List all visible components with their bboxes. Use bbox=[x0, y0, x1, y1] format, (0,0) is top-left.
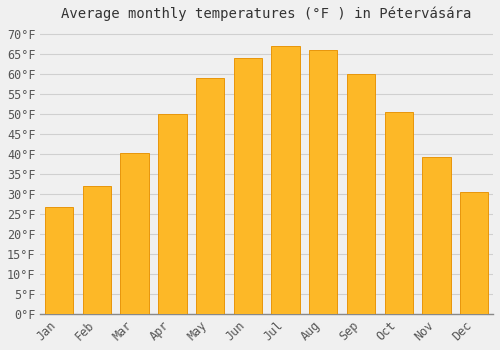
Title: Average monthly temperatures (°F ) in Pétervására: Average monthly temperatures (°F ) in Pé… bbox=[62, 7, 472, 21]
Bar bbox=[45, 207, 74, 314]
Bar bbox=[309, 50, 338, 314]
Bar bbox=[384, 112, 413, 314]
Bar bbox=[120, 153, 149, 314]
Bar bbox=[347, 74, 375, 314]
Bar bbox=[234, 58, 262, 314]
Bar bbox=[83, 186, 111, 314]
Bar bbox=[158, 114, 186, 314]
Bar bbox=[196, 78, 224, 314]
Bar bbox=[460, 192, 488, 314]
Bar bbox=[272, 46, 299, 314]
Bar bbox=[422, 157, 450, 314]
